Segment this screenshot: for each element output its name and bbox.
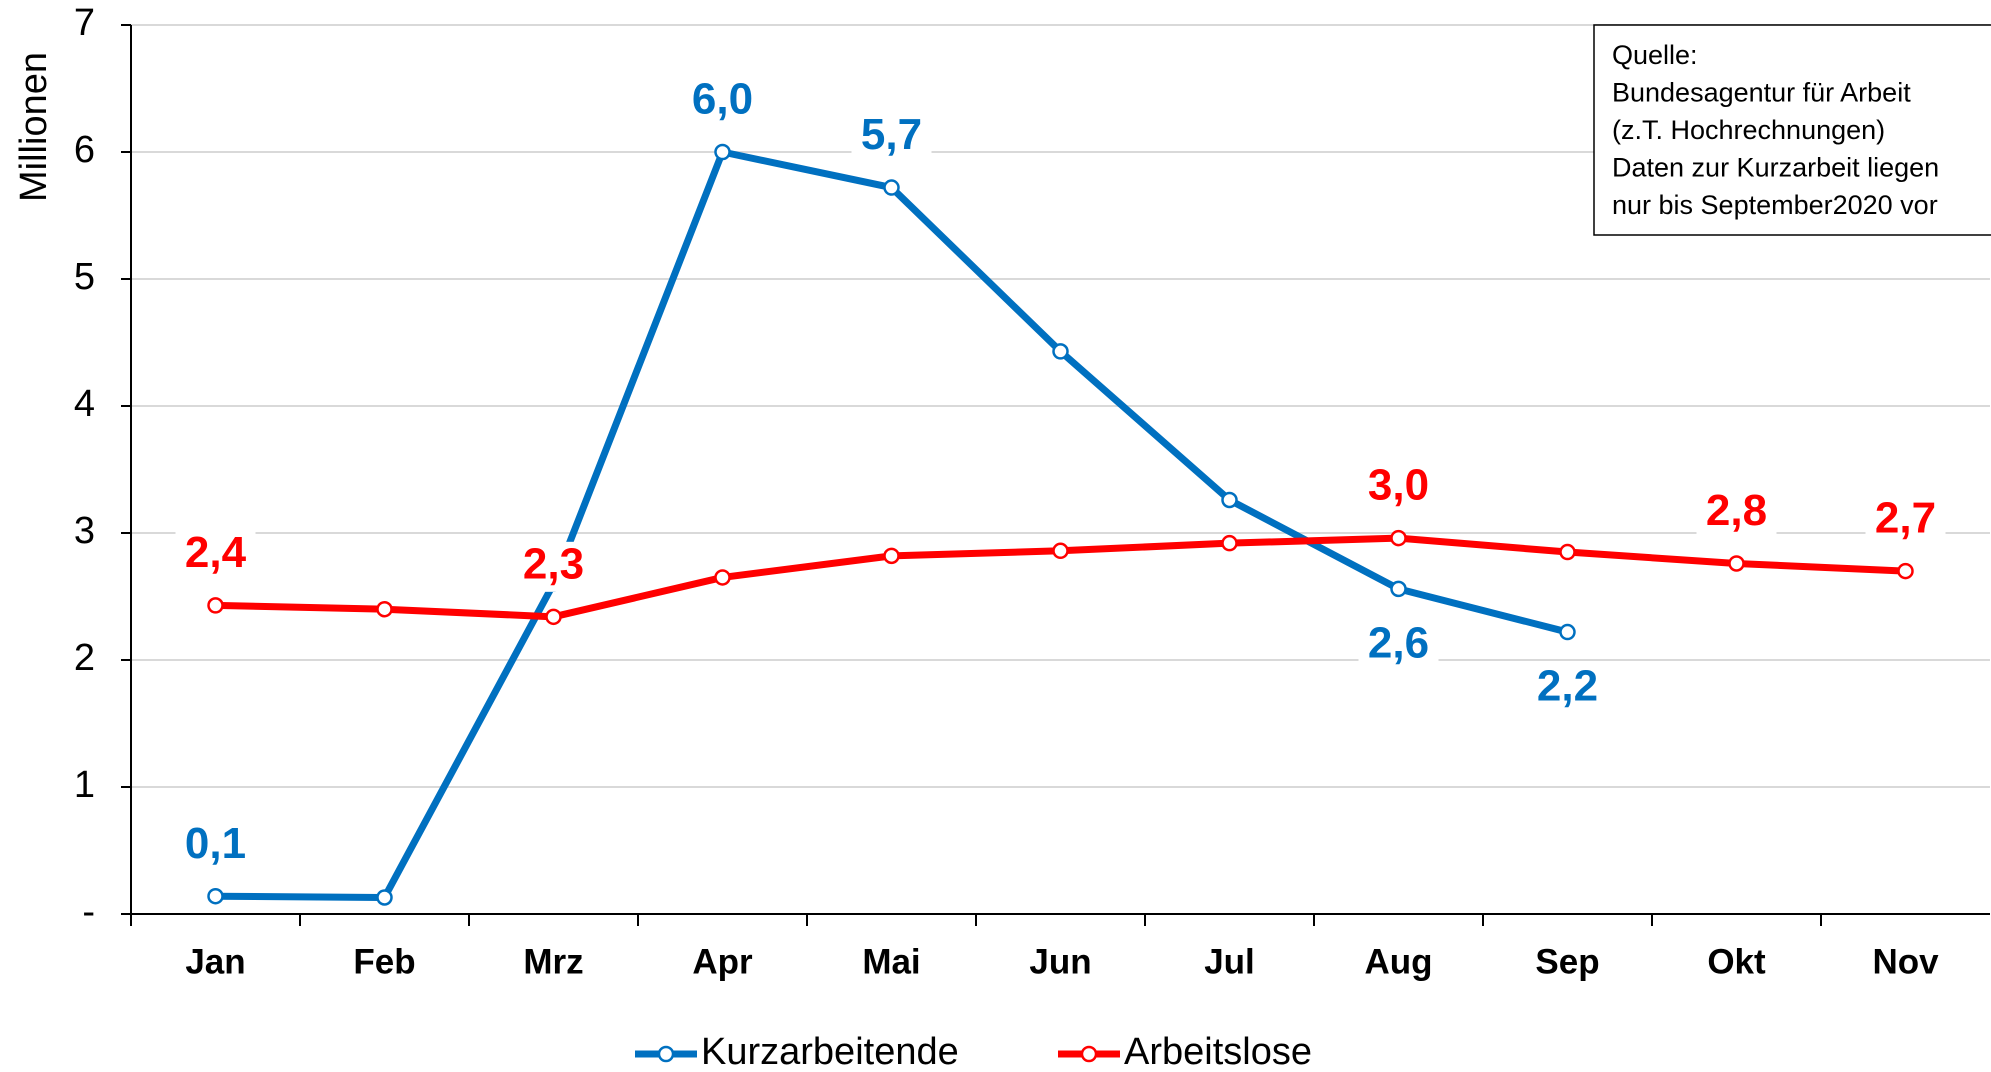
point (376, 889, 393, 906)
point (1052, 542, 1069, 560)
point (1559, 543, 1576, 561)
value-label-bg (682, 77, 763, 127)
y-tick-label: 4 (74, 383, 95, 425)
value-label: 0,1 (185, 819, 246, 868)
y-tick-label: 1 (74, 764, 95, 806)
point (714, 569, 731, 586)
point (207, 887, 224, 905)
x-tick-label: Mrz (523, 942, 583, 981)
y-tick-label: 6 (74, 129, 95, 171)
point (1390, 580, 1407, 598)
value-label: 5,7 (861, 110, 922, 159)
value-label: 2,2 (1537, 662, 1598, 711)
x-tick-label: Feb (353, 942, 415, 981)
value-label-bg (851, 112, 932, 163)
x-tick-label: Jun (1029, 942, 1091, 981)
point (207, 597, 224, 614)
point (1559, 623, 1576, 641)
value-label: 2,6 (1368, 619, 1429, 668)
legend-label: Kurzarbeitende (701, 1031, 959, 1072)
series-line (215, 148, 1569, 901)
value-label: 3,0 (1368, 461, 1429, 510)
y-tick-label: - (82, 891, 95, 933)
x-tick-label: Sep (1535, 942, 1599, 981)
point (1052, 343, 1069, 360)
annotation-line: Bundesagentur für Arbeit (1612, 78, 1911, 108)
value-label-bg (175, 821, 256, 872)
point (1728, 555, 1745, 572)
value-label: 2,3 (523, 539, 584, 588)
x-tick-label: Apr (692, 942, 753, 981)
value-label-bg (1358, 463, 1439, 514)
value-label: 2,4 (185, 528, 247, 577)
point (1221, 491, 1238, 509)
x-tick-label: Aug (1364, 942, 1432, 981)
point (714, 143, 731, 161)
annotation-box (1593, 24, 1991, 236)
value-label-bg (175, 530, 256, 581)
x-tick-label: Okt (1707, 942, 1766, 981)
y-tick-label: 2 (74, 637, 95, 679)
legend-marker (1080, 1045, 1098, 1063)
value-label-bg (1358, 620, 1439, 671)
y-tick-label: 5 (74, 256, 95, 298)
value-label-bg (1865, 496, 1946, 547)
legend-label: Arbeitslose (1124, 1031, 1312, 1072)
value-label: 2,8 (1706, 486, 1767, 535)
value-label: 6,0 (692, 75, 753, 124)
value-label-bg (1527, 664, 1608, 715)
x-tick-label: Nov (1872, 942, 1939, 981)
point (883, 547, 900, 565)
annotation-line: nur bis September2020 vor (1612, 190, 1938, 220)
annotation-line: Quelle: (1612, 40, 1698, 70)
point (1897, 562, 1914, 580)
value-label-bg (513, 541, 594, 592)
x-tick-label: Jan (185, 942, 245, 981)
point (1221, 534, 1238, 552)
y-tick-label: 7 (74, 2, 95, 44)
point (1390, 529, 1407, 547)
legend-marker (657, 1045, 675, 1063)
annotation-line: (z.T. Hochrechnungen) (1612, 115, 1885, 145)
x-tick-label: Mai (862, 942, 920, 981)
value-label-bg (1696, 488, 1777, 539)
point (883, 179, 900, 196)
point (376, 600, 393, 618)
point (545, 608, 562, 626)
value-label: 2,7 (1875, 494, 1936, 543)
annotation-line: Daten zur Kurzarbeit liegen (1612, 153, 1939, 183)
y-axis-title: Millionen (13, 52, 55, 202)
y-tick-label: 3 (74, 510, 95, 552)
x-tick-label: Jul (1204, 942, 1255, 981)
